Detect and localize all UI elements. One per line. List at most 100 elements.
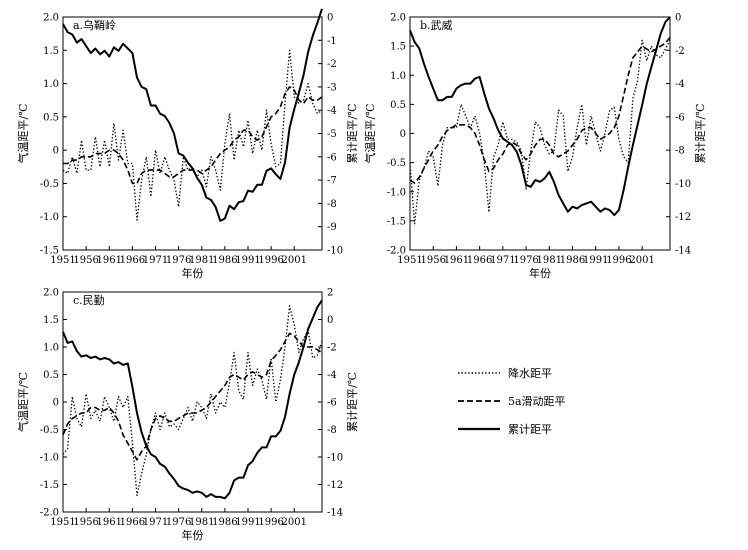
y-right-tick-label: 0 xyxy=(327,13,333,24)
y-left-tick-label: -1.0 xyxy=(40,453,59,464)
y-right-tick-label: -14 xyxy=(327,508,343,519)
x-tick-label: 1976 xyxy=(166,517,191,528)
y-right-tick-label: -4 xyxy=(327,370,337,381)
series-line-solid xyxy=(62,299,323,500)
x-tick-label: 1956 xyxy=(73,517,98,528)
series-line-dashed xyxy=(409,36,671,184)
x-axis-label: 年份 xyxy=(182,528,204,542)
legend-cumulative-label: 累计距平 xyxy=(508,423,552,436)
x-tick-label: 1961 xyxy=(97,517,122,528)
y-left-tick-label: -1.0 xyxy=(40,212,59,223)
legend-moving-label: 5a滑动距平 xyxy=(508,395,566,408)
y-right-axis-label: 累计距平/℃ xyxy=(694,103,707,163)
y-right-tick-label: -6 xyxy=(675,112,685,123)
y-right-tick-label: -4 xyxy=(327,106,337,117)
y-right-tick-label: -9 xyxy=(327,222,337,233)
y-left-tick-label: -1.5 xyxy=(40,246,59,257)
y-right-axis-label: 累计距平/℃ xyxy=(346,372,359,432)
y-left-tick-label: -2.0 xyxy=(387,246,406,257)
y-left-tick-label: -0.5 xyxy=(40,179,59,190)
y-right-tick-label: -12 xyxy=(327,480,343,491)
y-right-tick-label: 0 xyxy=(327,315,333,326)
y-right-tick-label: -14 xyxy=(675,246,691,257)
x-tick-label: 2001 xyxy=(282,517,307,528)
y-right-tick-label: -6 xyxy=(327,152,337,163)
x-tick-label: 1956 xyxy=(73,255,98,266)
y-left-tick-label: 2.0 xyxy=(390,13,406,24)
y-left-tick-label: 2.0 xyxy=(43,13,59,24)
x-tick-label: 1951 xyxy=(50,517,75,528)
y-left-tick-label: 1.0 xyxy=(43,79,59,90)
y-right-tick-label: -2 xyxy=(327,343,337,354)
x-tick-label: 1996 xyxy=(258,255,283,266)
y-left-tick-label: 0 xyxy=(53,146,59,157)
y-left-tick-label: 0.5 xyxy=(390,100,406,111)
x-tick-label: 1966 xyxy=(120,255,145,266)
x-tick-label: 1971 xyxy=(490,255,515,266)
panel-b-wuwei: 1951195619611966197119761981198619911996… xyxy=(363,13,707,281)
y-left-tick-label: 0.5 xyxy=(43,112,59,123)
y-left-tick-label: -1.0 xyxy=(387,187,406,198)
y-left-tick-label: -2.0 xyxy=(40,508,59,519)
x-tick-label: 1991 xyxy=(235,255,260,266)
x-axis-label: 年份 xyxy=(529,266,551,280)
y-left-axis-label: 气温距平/℃ xyxy=(363,103,377,163)
x-tick-label: 1986 xyxy=(212,517,237,528)
y-right-tick-label: -8 xyxy=(675,146,685,157)
panel-title: c.民勤 xyxy=(73,294,105,307)
x-tick-label: 1961 xyxy=(444,255,469,266)
x-tick-label: 1976 xyxy=(513,255,538,266)
plot-frame-b xyxy=(409,16,671,251)
y-right-tick-label: -2 xyxy=(327,59,337,70)
series-line-solid xyxy=(62,8,323,222)
y-left-tick-label: 1.5 xyxy=(390,42,406,53)
series-line-dotted xyxy=(62,49,323,221)
y-left-tick-label: 0 xyxy=(400,129,406,140)
y-left-axis-label: 气温距平/℃ xyxy=(16,103,30,163)
y-right-tick-label: -6 xyxy=(327,398,337,409)
panel-title: a.乌鞘岭 xyxy=(73,18,116,32)
y-left-tick-label: -0.5 xyxy=(387,158,406,169)
y-right-tick-label: -7 xyxy=(327,176,337,187)
y-left-tick-label: 1.5 xyxy=(43,315,59,326)
y-right-axis-label: 累计距平/℃ xyxy=(346,103,359,163)
x-tick-label: 1981 xyxy=(189,517,214,528)
x-tick-label: 1986 xyxy=(212,255,237,266)
plot-frame-c xyxy=(62,291,323,513)
y-right-tick-label: -4 xyxy=(675,79,685,90)
y-left-tick-label: -1.5 xyxy=(387,216,406,227)
y-left-tick-label: 1.0 xyxy=(390,71,406,82)
x-tick-label: 2001 xyxy=(629,255,654,266)
series-line-dashed xyxy=(62,332,323,461)
x-tick-label: 1981 xyxy=(189,255,214,266)
x-tick-label: 1966 xyxy=(120,517,145,528)
panel-a-wushaoling: 1951195619611966197119761981198619911996… xyxy=(16,8,359,280)
legend-precip-label: 降水距平 xyxy=(508,366,552,380)
x-tick-label: 1971 xyxy=(143,517,168,528)
x-tick-label: 1996 xyxy=(258,517,283,528)
x-tick-label: 1996 xyxy=(606,255,631,266)
x-tick-label: 1986 xyxy=(560,255,585,266)
x-tick-label: 1976 xyxy=(166,255,191,266)
y-right-tick-label: -1 xyxy=(327,36,337,47)
y-left-tick-label: -0.5 xyxy=(40,425,59,436)
series-line-solid xyxy=(409,16,671,217)
y-right-tick-label: -10 xyxy=(327,246,343,257)
y-left-tick-label: 1.0 xyxy=(43,343,59,354)
y-right-tick-label: 2 xyxy=(327,288,333,299)
legend: 降水距平 5a滑动距平 累计距平 xyxy=(458,366,566,436)
series-line-dotted xyxy=(62,305,323,497)
y-left-tick-label: 0.5 xyxy=(43,370,59,381)
x-tick-label: 1966 xyxy=(467,255,492,266)
x-tick-label: 1991 xyxy=(583,255,608,266)
y-right-tick-label: 0 xyxy=(675,13,681,24)
x-tick-label: 1951 xyxy=(397,255,422,266)
x-tick-label: 1981 xyxy=(537,255,562,266)
x-tick-label: 1991 xyxy=(235,517,260,528)
x-tick-label: 1951 xyxy=(50,255,75,266)
y-right-tick-label: -3 xyxy=(327,82,337,93)
x-tick-label: 1956 xyxy=(420,255,445,266)
y-right-tick-label: -8 xyxy=(327,425,337,436)
y-left-tick-label: 0 xyxy=(53,398,59,409)
